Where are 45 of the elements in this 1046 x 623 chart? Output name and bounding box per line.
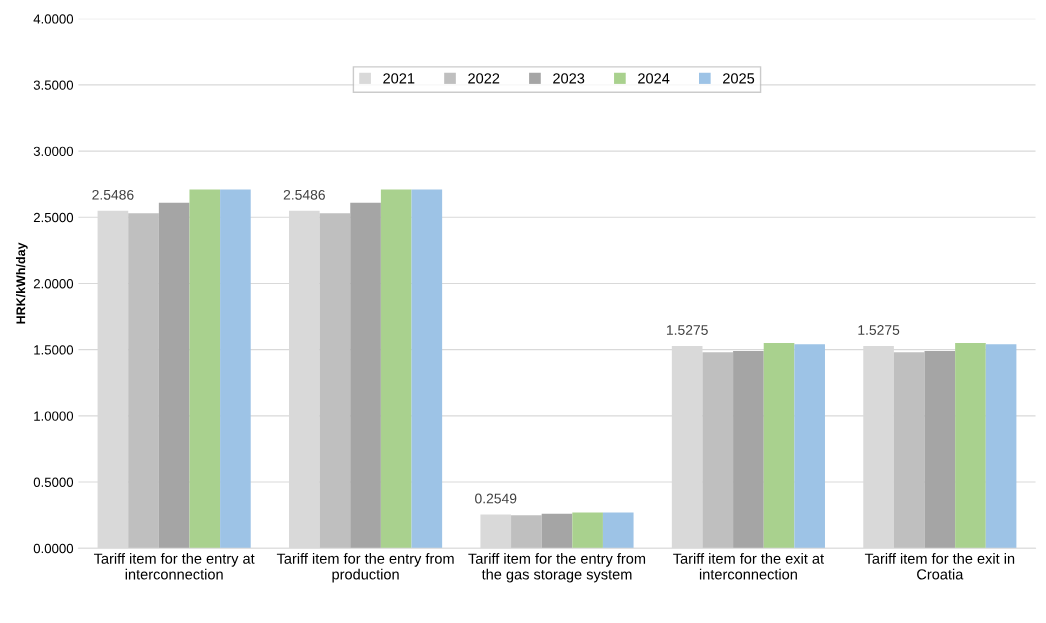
bar (985, 344, 1017, 549)
data-label: 2.5486 (92, 189, 134, 200)
x-tick-label: Tariff item for the entry from production (276, 553, 454, 583)
bar (411, 189, 443, 549)
data-label: 2.5486 (283, 189, 325, 200)
bar (128, 213, 159, 549)
bar (955, 343, 986, 549)
legend-label: 2023 (553, 73, 585, 84)
bar (733, 350, 764, 549)
bar (350, 202, 381, 549)
y-tick-label: 1.0000 (34, 411, 74, 421)
data-label: 1.5275 (858, 325, 900, 335)
bar (541, 513, 573, 549)
bar (572, 512, 603, 549)
bar (763, 343, 795, 549)
y-tick-label: 0.0000 (33, 543, 74, 554)
legend-label: 2021 (383, 73, 415, 84)
bar (893, 352, 925, 549)
bar (319, 213, 351, 549)
x-tick-label: Tariff item for the entry at interconnection (93, 553, 255, 580)
bar (794, 344, 825, 549)
data-label: 1.5275 (666, 325, 708, 335)
y-tick-label: 0.5000 (33, 477, 74, 487)
y-tick-label: 2.5000 (33, 212, 74, 223)
bar (602, 512, 634, 549)
y-axis-title: HRK/kWh/day (16, 242, 28, 324)
y-tick-label: 2.0000 (33, 279, 74, 289)
x-tick-label: Tariff item for the exit in Croatia (864, 553, 1015, 580)
y-tick-label: 1.5000 (34, 345, 74, 355)
bar (380, 189, 412, 549)
bar (924, 350, 956, 549)
y-tick-label: 3.0000 (33, 146, 74, 156)
legend-label: 2025 (723, 73, 755, 84)
x-tick-label: Tariff item for the exit at interconnection (673, 553, 824, 580)
legend-label: 2024 (638, 73, 670, 84)
bar (511, 515, 542, 549)
bar (220, 189, 251, 549)
bar (189, 189, 221, 549)
data-label: 0.2549 (475, 493, 517, 504)
y-tick-label: 3.5000 (33, 80, 74, 90)
x-tick-label: Tariff item for the entry from the gas storage system (468, 553, 646, 583)
bar (702, 352, 734, 549)
y-tick-label: 4.0000 (33, 14, 74, 24)
bar (158, 202, 190, 549)
legend-label: 2022 (468, 73, 500, 84)
